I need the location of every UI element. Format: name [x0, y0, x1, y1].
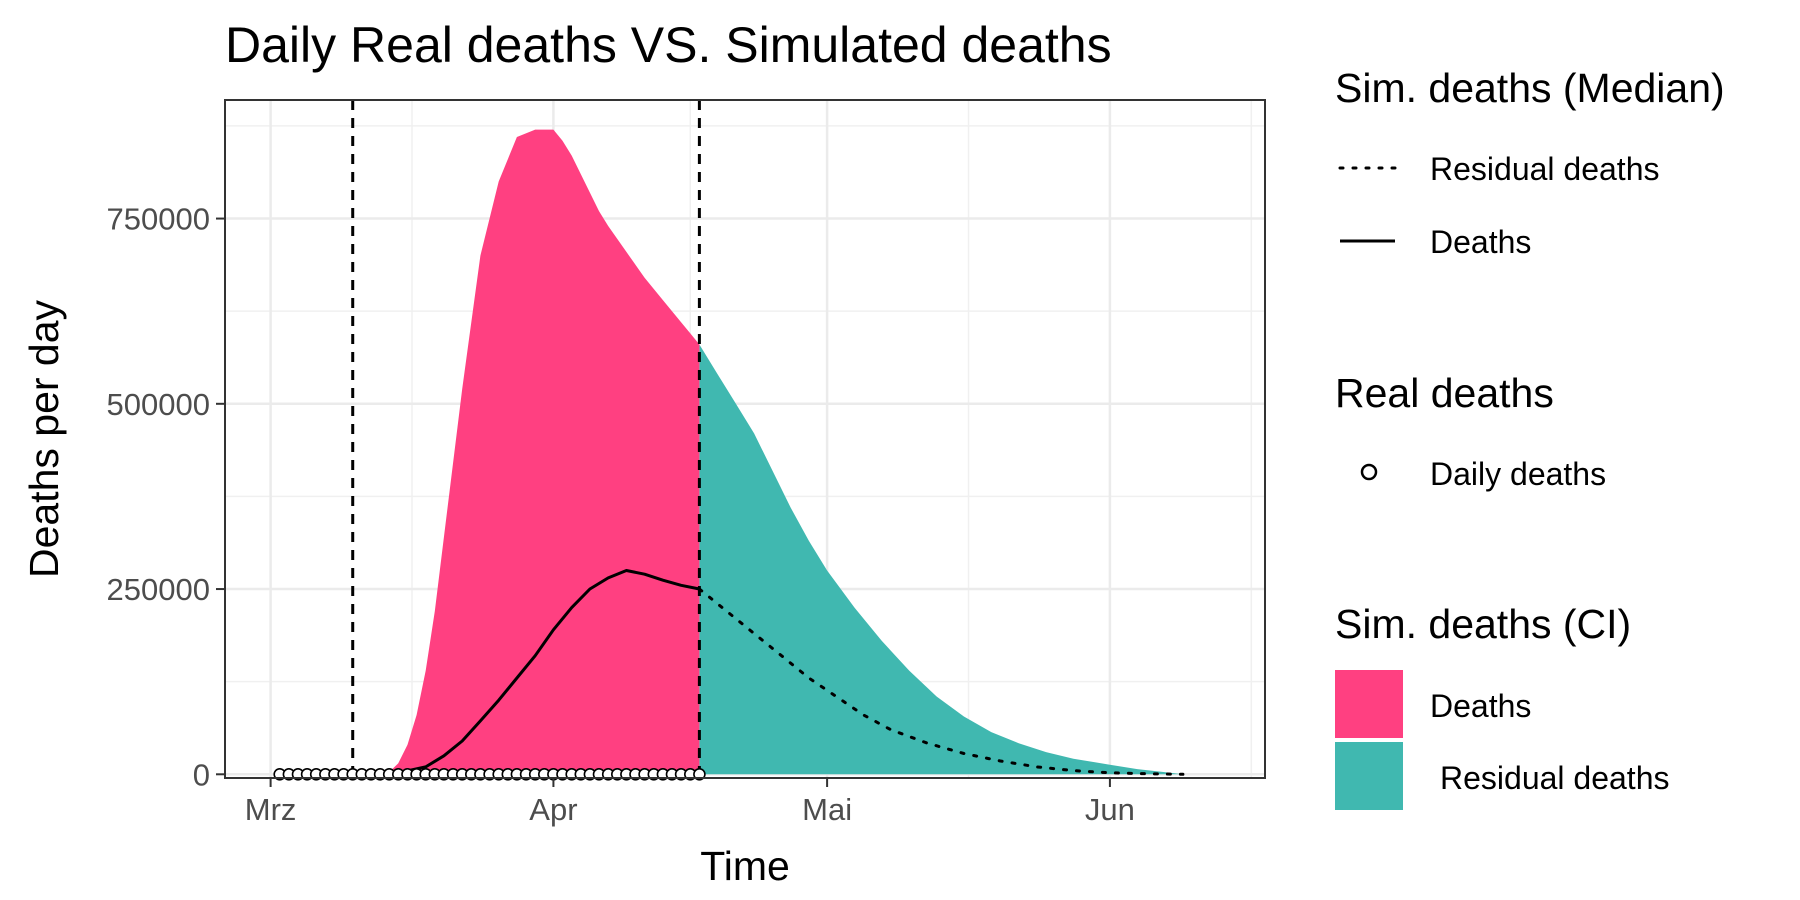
legend-label-ci-residual: Residual deaths [1440, 760, 1669, 796]
ci-band-residual [699, 344, 1183, 775]
legend-title-ci: Sim. deaths (CI) [1335, 601, 1631, 647]
plot-area [224, 99, 1266, 781]
x-tick-label: Jun [1085, 792, 1135, 827]
legend-label-residual-median: Residual deaths [1430, 151, 1659, 187]
y-tick-label: 750000 [107, 202, 210, 237]
y-axis: 0 250000 500000 750000 [107, 202, 225, 792]
real-death-points [273, 767, 706, 781]
chart-title: Daily Real deaths VS. Simulated deaths [225, 17, 1112, 73]
ci-band-deaths [352, 129, 700, 775]
y-tick-label: 500000 [107, 387, 210, 422]
x-axis: Mrz Apr Mai Jun [245, 778, 1135, 827]
plot-border [224, 99, 1266, 779]
vertical-reference-lines [351, 100, 701, 778]
x-tick-label: Mai [802, 792, 852, 827]
y-axis-title: Deaths per day [21, 299, 67, 578]
legend-label-daily-deaths: Daily deaths [1430, 456, 1606, 492]
legend-label-ci-deaths: Deaths [1430, 688, 1531, 724]
x-tick-label: Mrz [245, 792, 297, 827]
median-lines [370, 569, 1185, 776]
legend-key-daily-deaths-point [1360, 463, 1378, 481]
legend: Sim. deaths (Median) Residual deaths Dea… [1335, 65, 1725, 810]
series-line-residual-deaths [697, 587, 1185, 776]
y-tick-label: 0 [193, 757, 210, 792]
series-line-deaths [370, 569, 700, 776]
ci-bands [352, 129, 1183, 775]
legend-key-ci-deaths [1335, 670, 1403, 738]
legend-title-real: Real deaths [1335, 370, 1554, 416]
legend-key-ci-residual [1335, 742, 1403, 810]
legend-title-median: Sim. deaths (Median) [1335, 65, 1725, 111]
y-tick-label: 250000 [107, 572, 210, 607]
legend-label-deaths-median: Deaths [1430, 224, 1531, 260]
x-axis-title: Time [700, 843, 790, 889]
x-tick-label: Apr [529, 792, 577, 827]
